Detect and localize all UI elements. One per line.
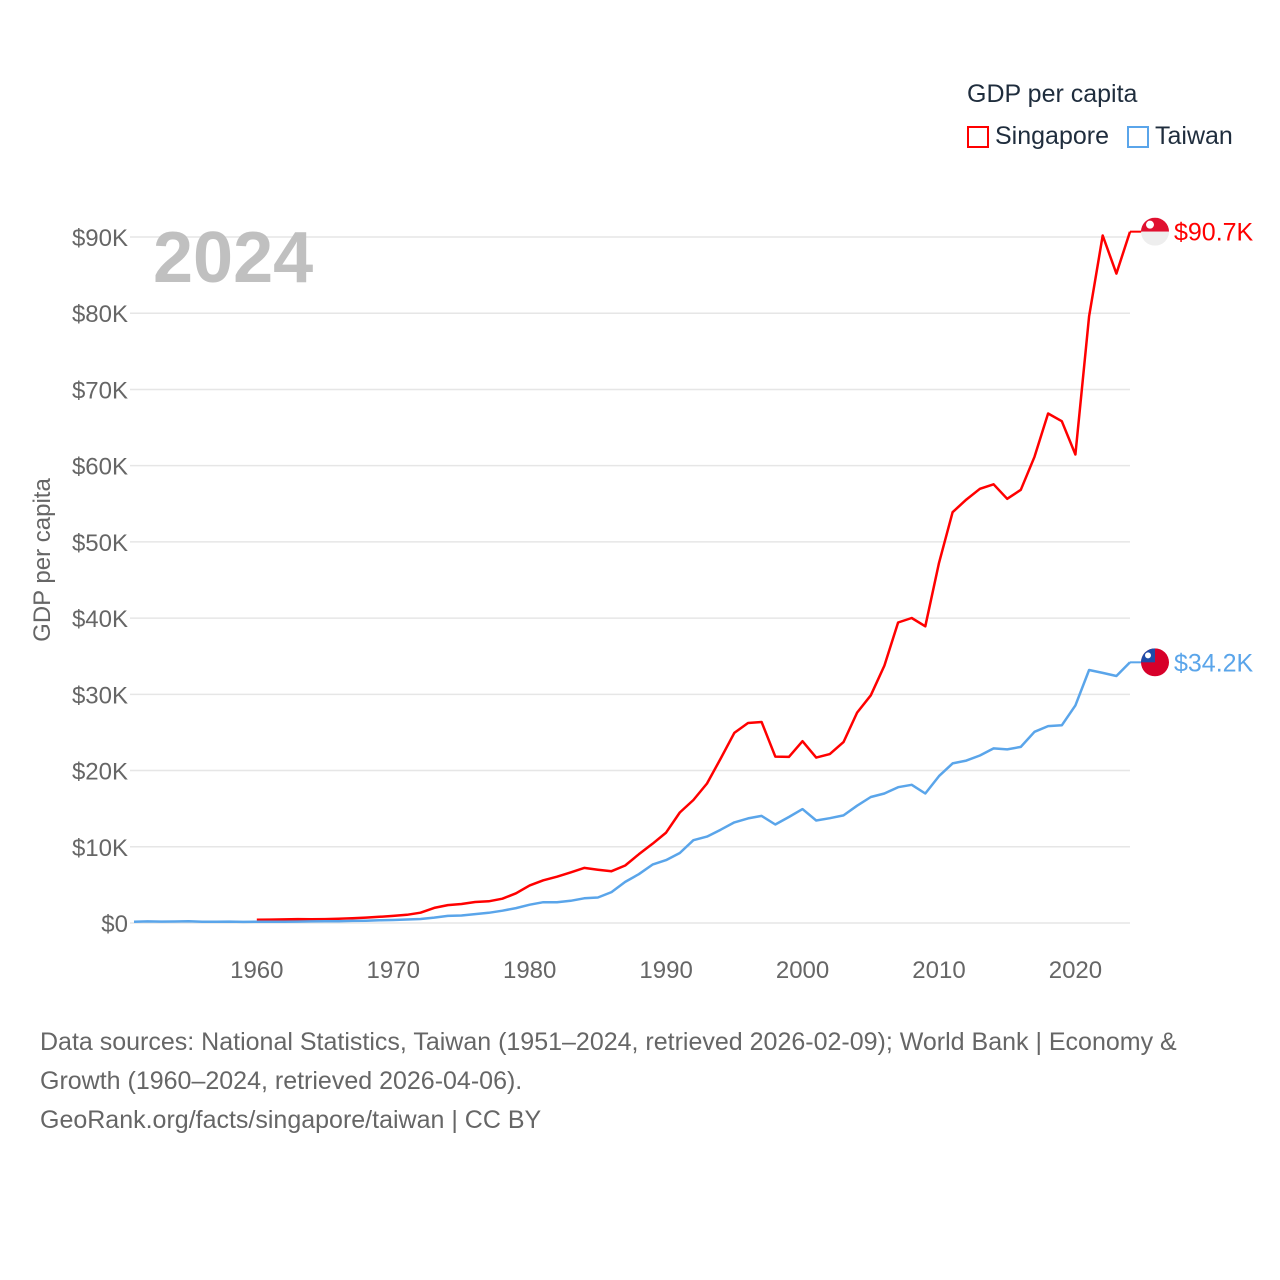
year-label: 2024 bbox=[153, 218, 313, 298]
y-axis-label: GDP per capita bbox=[29, 478, 56, 642]
credit-link[interactable]: GeoRank.org/facts/singapore/taiwan | CC … bbox=[40, 1106, 542, 1134]
y-tick-label: $90K bbox=[72, 225, 128, 252]
legend-label-taiwan: Taiwan bbox=[1154, 122, 1233, 150]
x-tick-label: 2020 bbox=[1049, 957, 1102, 984]
x-tick-label: 1990 bbox=[639, 957, 692, 984]
legend-label-singapore: Singapore bbox=[995, 122, 1109, 150]
x-tick-label: 2000 bbox=[776, 957, 829, 984]
y-tick-label: $0 bbox=[101, 911, 128, 938]
x-tick-label: 1960 bbox=[230, 957, 283, 984]
x-tick-label: 1970 bbox=[367, 957, 420, 984]
y-tick-label: $10K bbox=[72, 835, 128, 862]
footer: Data sources: National Statistics, Taiwa… bbox=[40, 1023, 1240, 1140]
legend: Singapore Taiwan bbox=[967, 122, 1233, 151]
y-tick-label: $40K bbox=[72, 606, 128, 633]
y-tick-label: $70K bbox=[72, 377, 128, 404]
legend-swatch-singapore bbox=[967, 125, 989, 148]
end-value-label: $34.2K bbox=[1174, 649, 1254, 677]
legend-title: GDP per capita bbox=[967, 80, 1138, 108]
series-line-taiwan bbox=[133, 661, 1131, 924]
line-chart: $0 $10K $20K $30K $40K $50K $60K $70K $80K $90K 19… bbox=[29, 217, 1254, 984]
legend-swatch-taiwan bbox=[1126, 125, 1149, 148]
y-tick-label: $20K bbox=[72, 759, 128, 786]
data-sources: Data sources: National Statistics, Taiwa… bbox=[40, 1028, 1177, 1095]
y-tick-label: $30K bbox=[72, 682, 128, 709]
x-tick-label: 1980 bbox=[503, 957, 556, 984]
end-value-label: $90.7K bbox=[1174, 219, 1254, 247]
legend-item-taiwan[interactable]: Taiwan bbox=[1126, 122, 1233, 151]
taiwan-flag-icon bbox=[1141, 648, 1169, 677]
singapore-flag-icon bbox=[1141, 217, 1169, 246]
y-tick-label: $80K bbox=[72, 301, 128, 328]
legend-item-singapore[interactable]: Singapore bbox=[967, 122, 1109, 151]
x-tick-label: 2010 bbox=[912, 957, 965, 984]
y-tick-label: $60K bbox=[72, 454, 128, 481]
series-line-singapore bbox=[256, 231, 1132, 921]
y-tick-label: $50K bbox=[72, 530, 128, 557]
